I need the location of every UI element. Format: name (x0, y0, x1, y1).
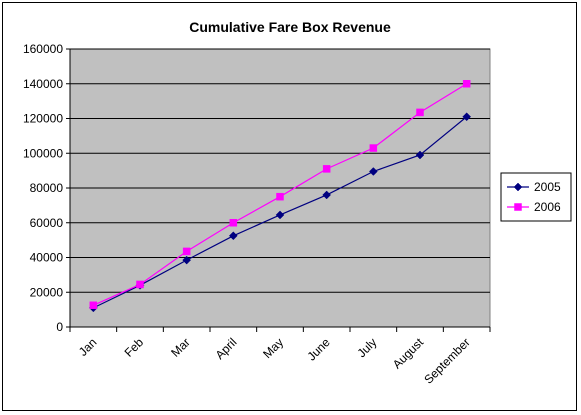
y-tick-label: 0 (56, 320, 63, 334)
x-tick-label: Feb (122, 335, 147, 360)
y-tick-label: 40000 (30, 251, 64, 265)
data-point-2005-August (415, 150, 425, 160)
x-tick-label: April (213, 335, 240, 362)
y-tick-label: 60000 (30, 216, 64, 230)
data-point-2006-Jan (89, 301, 98, 310)
legend-marker (514, 203, 522, 211)
legend-label: 2006 (534, 200, 561, 214)
legend-box (500, 172, 572, 222)
data-point-2005-July (368, 167, 378, 176)
legend-marker (513, 182, 523, 192)
legend-item-2006: 2006 (507, 200, 561, 214)
y-tick-label: 100000 (23, 146, 63, 160)
data-point-2005-September (462, 112, 472, 122)
data-point-2006-Feb (136, 280, 144, 289)
data-point-2006-April (229, 219, 238, 227)
legend: 2005 2006 (500, 172, 572, 222)
x-tick-label: September (421, 335, 472, 386)
y-tick-label: 20000 (30, 285, 64, 299)
legend-label: 2005 (534, 180, 561, 194)
x-tick-label: Mar (168, 335, 193, 360)
x-tick-label: Jan (76, 335, 100, 359)
plot-area: 0 20000 40000 60000 80000 100000 120000 140000 1… (23, 42, 491, 387)
series-2006 (89, 80, 471, 310)
y-tick-label: 120000 (23, 112, 63, 126)
data-point-2005-April (228, 231, 238, 241)
data-point-2005-May (275, 210, 285, 220)
y-tick-label: 160000 (23, 42, 63, 56)
data-point-2006-June (322, 165, 331, 173)
x-tick-label: May (260, 335, 286, 361)
data-point-2006-September (462, 80, 471, 88)
data-point-2006-August (416, 108, 424, 117)
x-tick-label: July (354, 335, 379, 360)
data-point-2006-Mar (182, 247, 191, 256)
y-tick-label: 140000 (23, 77, 63, 91)
data-point-2006-May (276, 192, 284, 201)
x-tick-label: June (304, 335, 333, 364)
data-point-2006-July (369, 144, 378, 152)
data-point-2005-June (322, 190, 332, 200)
data-point-2005-Mar (182, 255, 192, 265)
x-tick-label: August (390, 335, 427, 372)
y-tick-label: 80000 (30, 181, 64, 195)
chart-title: Cumulative Fare Box Revenue (189, 19, 391, 35)
legend-item-2005: 2005 (507, 180, 561, 194)
